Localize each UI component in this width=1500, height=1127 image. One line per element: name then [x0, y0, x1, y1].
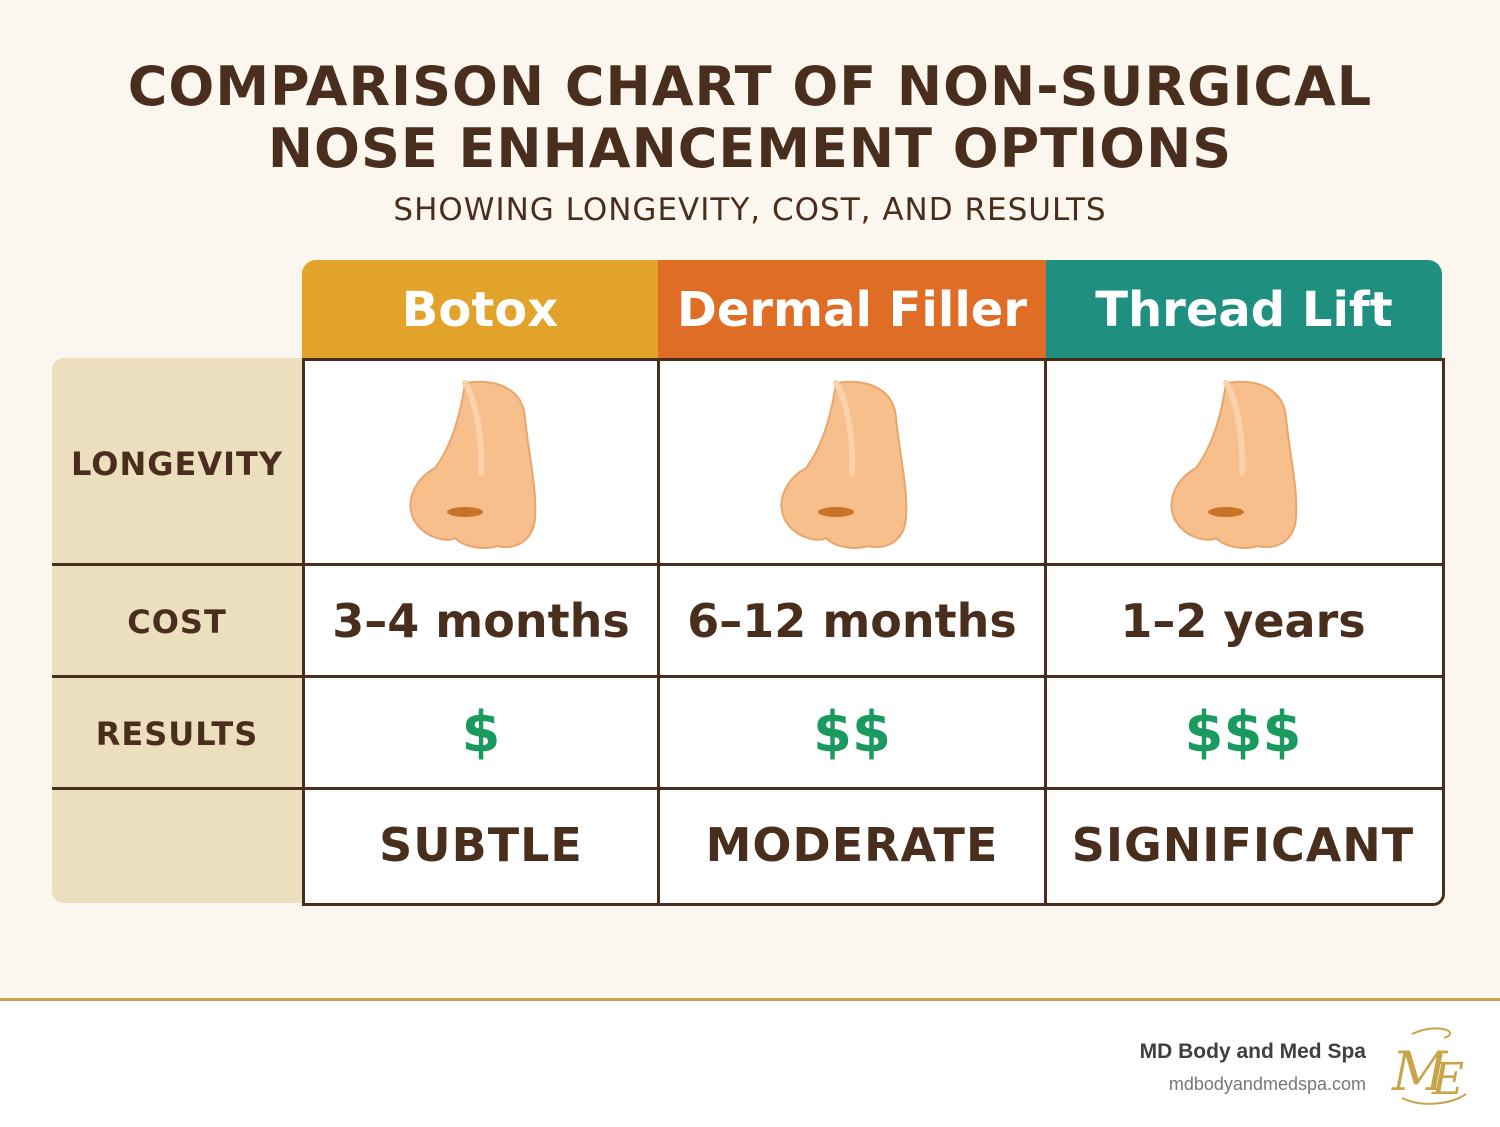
cost-dermal-filler: $$ [813, 700, 891, 765]
longevity-thread-lift: 1–2 years [1120, 593, 1366, 648]
footer [0, 1001, 1500, 1127]
row-label-cost: COST [127, 603, 227, 641]
footer-divider [0, 998, 1500, 1001]
row-divider [52, 675, 1442, 678]
row-label-panel [52, 358, 302, 903]
row-divider [52, 787, 1442, 790]
results-botox: SUBTLE [379, 818, 583, 872]
longevity-botox: 3–4 months [332, 593, 630, 648]
column-divider [1044, 358, 1047, 903]
nose-icon [409, 380, 537, 549]
md-monogram-logo-icon: M E [1391, 1027, 1467, 1105]
row-divider [52, 563, 1442, 566]
results-thread-lift: SIGNIFICANT [1071, 818, 1415, 872]
nose-icon [780, 380, 908, 549]
column-header-botox: Botox [302, 260, 658, 360]
row-label-longevity: LONGEVITY [70, 445, 284, 483]
column-divider [657, 358, 660, 903]
cost-thread-lift: $$$ [1184, 700, 1302, 765]
column-header-thread-lift: Thread Lift [1046, 260, 1442, 360]
row-label-results: RESULTS [95, 715, 259, 753]
brand-website: mdbodyandmedspa.com [1168, 1074, 1366, 1094]
column-header-dermal-filler: Dermal Filler [658, 260, 1046, 360]
page-subtitle: SHOWING LONGEVITY, COST, AND RESULTS [393, 192, 1107, 228]
page-title-line-1: COMPARISON CHART OF NON-SURGICAL [127, 55, 1373, 118]
svg-text:E: E [1431, 1054, 1464, 1105]
longevity-dermal-filler: 6–12 months [687, 593, 1017, 648]
results-dermal-filler: MODERATE [705, 818, 999, 872]
nose-icon [1170, 380, 1298, 549]
brand-name: MD Body and Med Spa [1139, 1040, 1366, 1063]
page-title-line-2: NOSE ENHANCEMENT OPTIONS [267, 117, 1233, 180]
cost-botox: $ [461, 700, 501, 765]
svg-text:M: M [1391, 1040, 1449, 1103]
